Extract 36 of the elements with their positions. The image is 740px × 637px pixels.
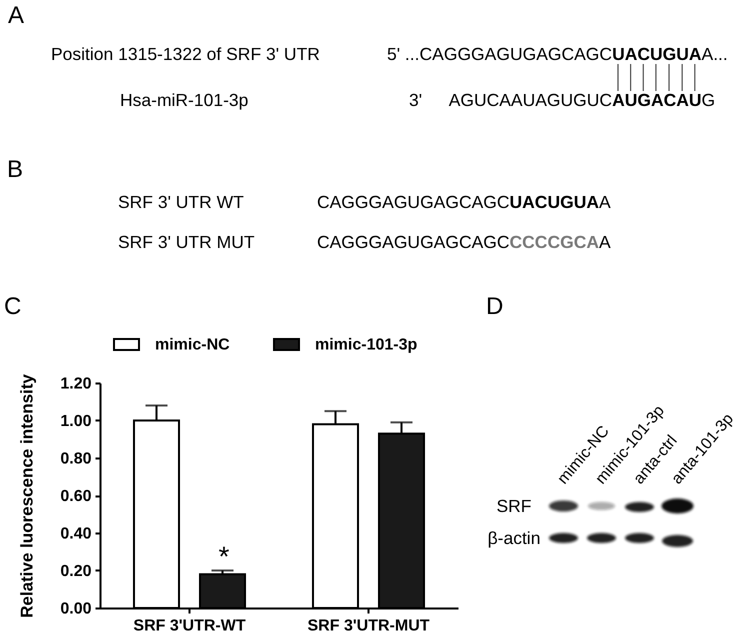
text: G <box>702 90 716 110</box>
y-tick-label: 0.20 <box>60 563 92 580</box>
text: CAGGGAGUGAGCAGC <box>317 192 510 212</box>
text: CAGGGAGUGAGCAGC <box>317 232 510 252</box>
text: A <box>8 2 24 29</box>
text: AUGACAU <box>612 90 702 110</box>
text: 5' ...CAGGGAGUGAGCAGC <box>387 44 612 64</box>
text: B <box>7 156 24 183</box>
text: AGUCAAUAGUGUC <box>448 90 612 110</box>
text: Position 1315-1322 of SRF 3' UTR <box>51 44 320 64</box>
annotation: * <box>218 541 230 572</box>
legend-label: mimic-101-3p <box>315 336 418 354</box>
text: A... <box>702 44 728 64</box>
y-axis-title: Relative luorescence intensity <box>17 374 36 618</box>
chart-title: C <box>4 292 22 320</box>
y-tick-label: 0.00 <box>60 600 92 618</box>
text: 3' <box>409 90 422 110</box>
y-tick-label: 0.80 <box>60 450 92 468</box>
text: UACUGUA <box>510 192 599 212</box>
text: A <box>598 192 611 212</box>
text: SRF 3' UTR MUT <box>118 232 255 252</box>
text: UACUGUA <box>612 44 702 64</box>
category-label: SRF <box>496 496 532 516</box>
x-tick-label: SRF 3'UTR-MUT <box>307 618 430 634</box>
legend-label: mimic-NC <box>155 336 230 354</box>
y-tick-label: 0.60 <box>60 488 92 505</box>
y-tick-label: 0.40 <box>60 526 92 542</box>
y-tick-label: 1.00 <box>60 413 92 430</box>
text: CCCCGCA <box>510 232 599 252</box>
text: A <box>598 232 611 252</box>
text: Hsa-miR-101-3p <box>120 90 248 110</box>
y-tick-label: 1.20 <box>60 376 92 392</box>
text: D <box>486 292 504 320</box>
text: SRF 3' UTR WT <box>118 192 244 212</box>
x-tick-label: SRF 3'UTR-WT <box>133 618 246 634</box>
category-label: β-actin <box>488 528 540 548</box>
